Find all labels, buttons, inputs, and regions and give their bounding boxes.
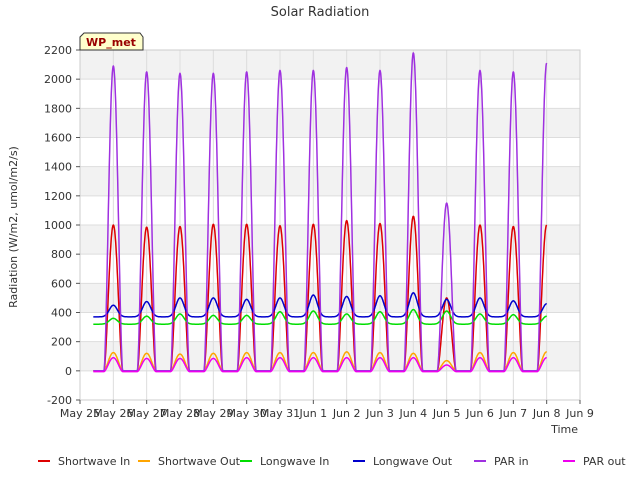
x-axis-label: Time — [550, 423, 578, 436]
y-axis: -200 0 200 400 600 800 1000 1200 1400 1600 1800 200… — [44, 44, 80, 407]
x-tick-label: Jun 3 — [365, 407, 394, 420]
y-tick-label: 1600 — [44, 132, 72, 145]
x-tick-label: May 28 — [160, 407, 200, 420]
chart-title: Solar Radiation — [271, 5, 370, 20]
y-tick-label: 2000 — [44, 73, 72, 86]
x-tick-label: Jun 1 — [298, 407, 327, 420]
legend-label: PAR out — [583, 455, 626, 468]
annotation-text: WP_met — [86, 36, 136, 49]
x-tick-label: May 27 — [127, 407, 167, 420]
background-band — [80, 283, 580, 313]
legend-label: Shortwave Out — [158, 455, 241, 468]
x-tick-label: May 29 — [193, 407, 233, 420]
legend-label: Longwave Out — [373, 455, 453, 468]
background-band — [80, 50, 580, 80]
plot-background-bands — [80, 50, 580, 371]
series-line-par_in — [92, 52, 548, 372]
legend-label: PAR in — [494, 455, 529, 468]
background-band — [80, 166, 580, 196]
x-tick-label: Jun 2 — [332, 407, 361, 420]
x-tick-label: Jun 4 — [398, 407, 427, 420]
y-tick-label: 1800 — [44, 102, 72, 115]
y-tick-label: 200 — [51, 336, 72, 349]
legend: Shortwave In Shortwave Out Longwave In Long… — [38, 455, 626, 468]
y-tick-label: -200 — [47, 394, 72, 407]
background-band — [80, 341, 580, 371]
y-tick-label: 800 — [51, 248, 72, 261]
x-tick-label: Jun 5 — [432, 407, 461, 420]
y-tick-label: 2200 — [44, 44, 72, 57]
y-tick-label: 1400 — [44, 161, 72, 174]
x-tick-label: Jun 9 — [565, 407, 594, 420]
y-tick-label: 400 — [51, 307, 72, 320]
y-axis-label: Radiation (W/m2, umol/m2/s) — [7, 146, 20, 308]
x-tick-label: Jun 6 — [465, 407, 494, 420]
x-tick-label: May 26 — [93, 407, 133, 420]
background-band — [80, 225, 580, 255]
x-tick-label: Jun 8 — [532, 407, 561, 420]
x-tick-label: May 31 — [260, 407, 300, 420]
x-tick-label: May 30 — [227, 407, 267, 420]
x-tick-label: May 25 — [60, 407, 100, 420]
y-tick-label: 1000 — [44, 219, 72, 232]
series-line-par_out — [92, 356, 548, 373]
legend-label: Longwave In — [260, 455, 329, 468]
background-band — [80, 108, 580, 138]
x-tick-label: Jun 7 — [498, 407, 527, 420]
y-tick-label: 600 — [51, 277, 72, 290]
annotation-badge: WP_met — [79, 32, 144, 51]
y-tick-label: 0 — [65, 365, 72, 378]
legend-label: Shortwave In — [58, 455, 130, 468]
series-lines — [92, 52, 548, 373]
y-tick-label: 1200 — [44, 190, 72, 203]
